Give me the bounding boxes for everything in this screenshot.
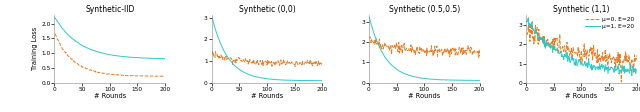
X-axis label: # Rounds: # Rounds	[93, 93, 126, 99]
Title: Synthetic (0.5,0.5): Synthetic (0.5,0.5)	[388, 5, 460, 14]
Title: Synthetic (0,0): Synthetic (0,0)	[239, 5, 296, 14]
Y-axis label: Training Loss: Training Loss	[33, 27, 38, 70]
X-axis label: # Rounds: # Rounds	[408, 93, 440, 99]
X-axis label: # Rounds: # Rounds	[565, 93, 598, 99]
Title: Synthetic-IID: Synthetic-IID	[85, 5, 134, 14]
Legend: μ=0, E=20, μ=1, E=20: μ=0, E=20, μ=1, E=20	[585, 16, 635, 30]
X-axis label: # Rounds: # Rounds	[251, 93, 283, 99]
Title: Synthetic (1,1): Synthetic (1,1)	[553, 5, 610, 14]
